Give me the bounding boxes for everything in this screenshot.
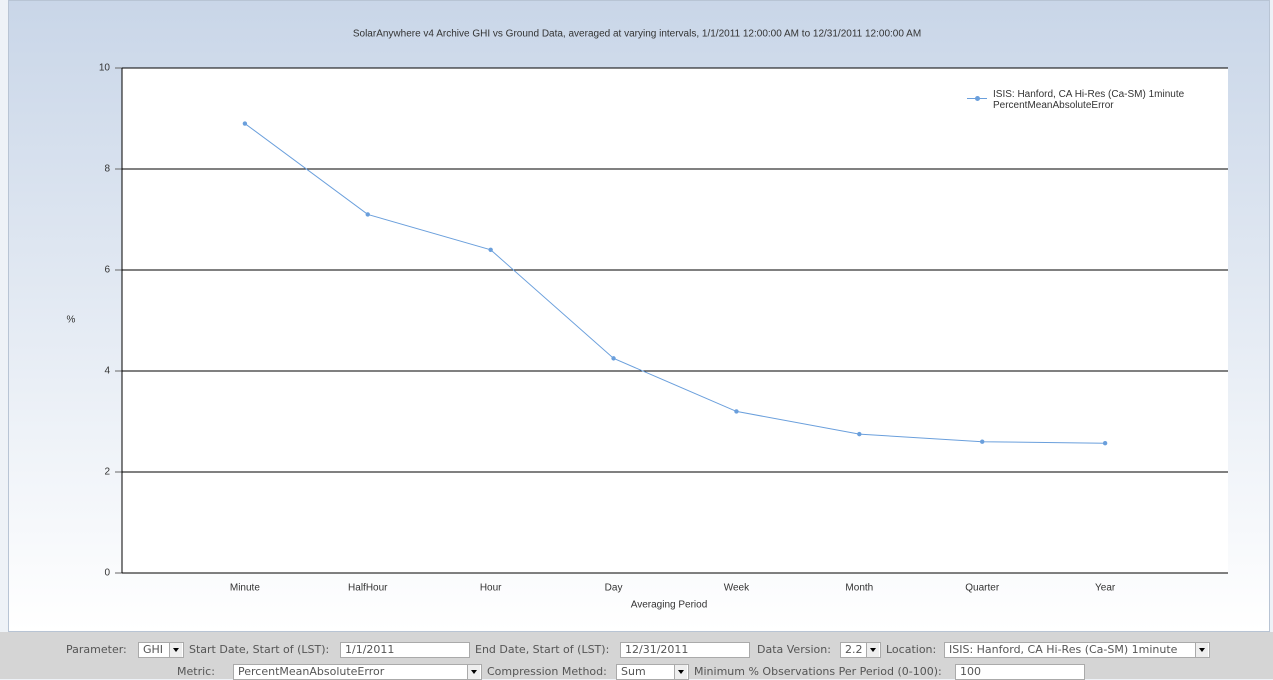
- field-label: Location:: [886, 643, 937, 656]
- text-input[interactable]: 1/1/2011: [340, 642, 470, 658]
- field-label: Compression Method:: [487, 665, 607, 678]
- x-tick-label: Minute: [230, 583, 260, 594]
- legend-key: [967, 94, 987, 104]
- dropdown[interactable]: Sum: [616, 664, 689, 680]
- x-tick-label: HalfHour: [348, 583, 388, 594]
- field-label: Data Version:: [757, 643, 831, 656]
- x-tick-label: Quarter: [965, 583, 1000, 594]
- field-value: 100: [960, 665, 981, 678]
- form-bar: Parameter: GHI Start Date, Start of (LST):…: [0, 632, 1273, 680]
- field-value: GHI: [143, 643, 164, 656]
- y-tick-label: 8: [104, 164, 110, 175]
- y-tick-label: 4: [104, 366, 110, 377]
- data-point: [980, 439, 985, 444]
- dropdown-arrow[interactable]: [866, 643, 879, 657]
- field-value: 12/31/2011: [625, 643, 689, 656]
- dropdown[interactable]: PercentMeanAbsoluteError: [233, 664, 482, 680]
- series-line: [244, 123, 1106, 444]
- data-point: [734, 409, 739, 414]
- x-axis-label: Averaging Period: [631, 600, 708, 611]
- legend-label: ISIS: Hanford, CA Hi-Res (Ca-SM) 1minute…: [993, 89, 1185, 111]
- data-point: [242, 121, 248, 126]
- chart-title: SolarAnywhere v4 Archive GHI vs Ground D…: [353, 29, 921, 40]
- plot-area: [122, 68, 1228, 573]
- data-point: [857, 431, 862, 437]
- field-value: PercentMeanAbsoluteError: [238, 665, 385, 678]
- dropdown-arrow[interactable]: [169, 643, 182, 657]
- dropdown-arrow[interactable]: [467, 665, 480, 679]
- text-input[interactable]: 12/31/2011: [620, 642, 750, 658]
- y-tick-label: 10: [99, 63, 111, 74]
- y-tick-label: 2: [104, 467, 110, 478]
- dropdown[interactable]: 2.2: [840, 642, 881, 658]
- text-input[interactable]: 100: [955, 664, 1085, 680]
- field-value: ISIS: Hanford, CA Hi-Res (Ca-SM) 1minute: [949, 643, 1178, 656]
- x-tick-label: Month: [845, 583, 873, 594]
- data-point: [488, 247, 493, 252]
- dropdown[interactable]: ISIS: Hanford, CA Hi-Res (Ca-SM) 1minute: [944, 642, 1210, 658]
- x-tick-label: Week: [724, 583, 750, 594]
- x-tick-label: Year: [1095, 583, 1116, 594]
- x-tick-label: Hour: [480, 583, 502, 594]
- data-point: [611, 356, 616, 361]
- x-tick-label: Day: [605, 583, 623, 594]
- field-value: Sum: [621, 665, 646, 678]
- dropdown-arrow[interactable]: [1195, 643, 1208, 657]
- data-point: [365, 212, 370, 217]
- dropdown[interactable]: GHI: [138, 642, 184, 658]
- field-label: Minimum % Observations Per Period (0-100…: [694, 665, 942, 678]
- y-tick-label: 0: [104, 568, 110, 579]
- chart: SolarAnywhere v4 Archive GHI vs Ground D…: [67, 29, 1228, 611]
- chart-panel: SolarAnywhere v4 Archive GHI vs Ground D…: [8, 0, 1270, 632]
- field-value: 2.2: [845, 643, 863, 656]
- legend: ISIS: Hanford, CA Hi-Res (Ca-SM) 1minute…: [967, 89, 1207, 111]
- field-label: Metric:: [177, 665, 215, 678]
- dropdown-arrow[interactable]: [674, 665, 687, 679]
- data-point: [1102, 441, 1108, 446]
- field-label: End Date, Start of (LST):: [475, 643, 610, 656]
- field-value: 1/1/2011: [345, 643, 395, 656]
- y-tick-label: 6: [104, 265, 110, 276]
- y-axis-label: %: [67, 315, 76, 326]
- field-label: Parameter:: [66, 643, 127, 656]
- field-label: Start Date, Start of (LST):: [189, 643, 330, 656]
